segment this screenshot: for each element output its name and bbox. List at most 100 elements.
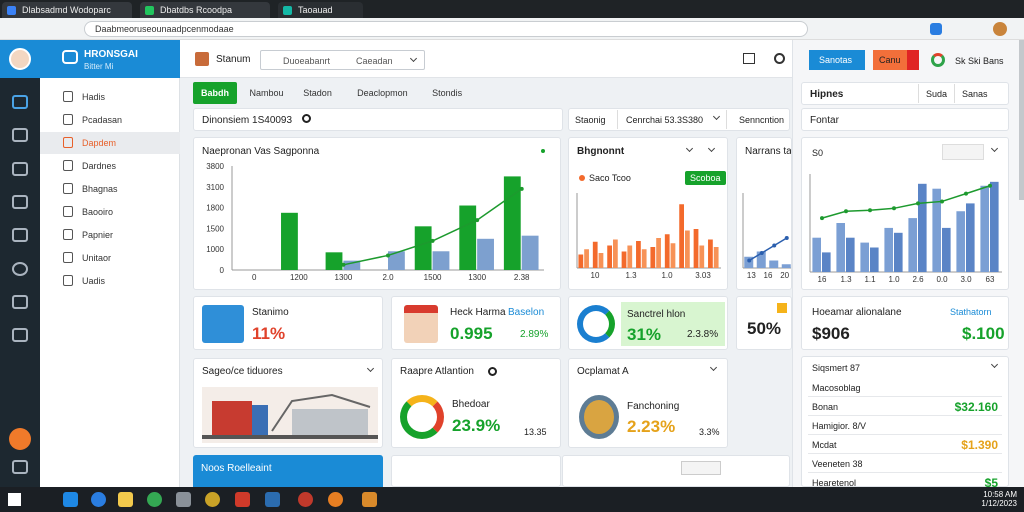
avatar[interactable]	[9, 48, 31, 70]
rail-icon[interactable]	[12, 95, 28, 109]
button[interactable]: Canu	[873, 50, 919, 70]
bar	[521, 235, 539, 270]
menu-item[interactable]: Baooiro	[40, 201, 180, 223]
taskbar-app[interactable]	[328, 492, 343, 507]
dropdown-label[interactable]: Staonig	[575, 115, 606, 125]
x-tick-label: 16	[818, 275, 827, 284]
bar	[685, 230, 690, 268]
dropdown-label[interactable]: Senncntion	[739, 115, 785, 125]
tab[interactable]: Stondis	[432, 88, 463, 98]
chart: 16 1.3 1.1 1.0 2.6 0.0 3.0 63	[809, 174, 1002, 284]
tab[interactable]: Deaclopmon	[357, 88, 408, 98]
start-button[interactable]	[8, 493, 21, 506]
rail-icon[interactable]	[12, 460, 28, 474]
taskbar-app[interactable]	[265, 492, 280, 507]
chevron[interactable]	[709, 363, 718, 372]
taskbar-app[interactable]	[147, 492, 162, 507]
kpi-card: Heck Harma Baselon 0.995 2.89%	[391, 296, 561, 350]
rail-icon[interactable]	[12, 295, 28, 309]
rail-icon[interactable]	[12, 195, 28, 209]
taskbar-app[interactable]	[176, 492, 191, 507]
card-title: Noos Roelleaint	[201, 463, 272, 474]
separator	[808, 434, 1002, 435]
line-point	[772, 243, 777, 248]
chevron	[409, 54, 418, 63]
chevron[interactable]	[707, 144, 716, 153]
menu-item[interactable]: Hadis	[40, 86, 180, 108]
rail-icon[interactable]	[12, 228, 28, 242]
bar	[281, 212, 298, 270]
kpi-illustration	[404, 305, 438, 343]
x-tick-label: 1500	[424, 273, 442, 282]
bar	[966, 203, 975, 272]
card-label: Fanchoning	[627, 401, 680, 412]
menu-item[interactable]: Papnier	[40, 224, 180, 246]
settings-icon[interactable]	[774, 53, 785, 64]
taskbar-app[interactable]	[362, 492, 377, 507]
line-point	[784, 236, 789, 240]
browser-tab[interactable]: Dlabsadmd Wodoparc	[2, 2, 132, 18]
tab-label: Dbatdbs Rcoodpa	[160, 5, 233, 15]
kpi-value: 0.995	[450, 324, 493, 343]
taskbar-app[interactable]	[118, 492, 133, 507]
bar	[627, 245, 633, 268]
option[interactable]: Suda	[918, 84, 954, 103]
rail-icon[interactable]	[12, 262, 28, 276]
rail-icon[interactable]	[12, 328, 28, 342]
bar	[584, 249, 589, 268]
bar	[578, 254, 584, 268]
input[interactable]	[942, 144, 984, 160]
tab[interactable]: Stadon	[303, 88, 332, 98]
bar	[932, 188, 941, 272]
line-point	[430, 238, 435, 243]
bar	[870, 247, 879, 272]
kpi-card: Hoeamar alionalane Stathatorn $906 $.100	[801, 296, 1009, 350]
toolbar-icon[interactable]	[743, 53, 755, 64]
tab[interactable]: Nambou	[249, 88, 284, 98]
kpi-tag: Stathatorn	[950, 307, 992, 317]
menu-item[interactable]: Unitaor	[40, 247, 180, 269]
menu-item[interactable]: Uadis	[40, 270, 180, 292]
card-title: Raapre Atlantion	[400, 366, 474, 377]
chevron[interactable]	[990, 360, 999, 369]
profile-icon[interactable]	[993, 22, 1007, 36]
menu-icon	[63, 114, 73, 125]
chevron[interactable]	[990, 144, 999, 153]
rail-action[interactable]	[9, 428, 31, 450]
chart-card: S0 16 1.3 1.1 1.0 2.6 0.0 3.0 63	[801, 137, 1009, 290]
taskbar-app[interactable]	[91, 492, 106, 507]
browser-tab[interactable]: Taoauad	[278, 2, 363, 18]
dropdown[interactable]: Cenrchai 53.3S380	[617, 110, 727, 129]
menu-item[interactable]: Dapdem	[40, 132, 180, 154]
taskbar-app[interactable]	[63, 492, 78, 507]
menu-item[interactable]: Pcadasan	[40, 109, 180, 131]
status-dot	[541, 149, 545, 153]
kpi-illustration	[202, 305, 244, 343]
taskbar-app[interactable]	[205, 492, 220, 507]
input[interactable]	[681, 461, 721, 475]
bar	[781, 264, 791, 268]
taskbar-app[interactable]	[235, 492, 250, 507]
tab[interactable]: Babdh	[193, 82, 237, 104]
search-box[interactable]: Duoeabanrt Caeadan	[260, 50, 425, 70]
option[interactable]: Sanas	[954, 84, 1008, 103]
url-field[interactable]: Daabmeoruseounaadpcenmodaae	[84, 21, 808, 37]
list-value: $5	[984, 476, 998, 490]
menu-item[interactable]: Bhagnas	[40, 178, 180, 200]
browser-tab[interactable]: Dbatdbs Rcoodpa	[140, 2, 270, 18]
chevron[interactable]	[685, 144, 694, 153]
taskbar-app[interactable]	[298, 492, 313, 507]
scrollbar[interactable]	[1019, 40, 1024, 200]
kpi-value: 31%	[627, 325, 662, 344]
chart-card: Naepronan Vas Sagponna 3800 3100 1800 1500 1…	[193, 137, 561, 290]
menu-item[interactable]: Dardnes	[40, 155, 180, 177]
kpi-illustration	[577, 305, 615, 343]
chevron[interactable]	[366, 364, 375, 373]
rail-icon[interactable]	[12, 162, 28, 176]
button[interactable]: Sanotas	[809, 50, 865, 70]
menu-icon	[63, 91, 73, 102]
illustration	[202, 387, 378, 443]
kpi-value: $.100	[962, 324, 1005, 343]
extension-icon[interactable]	[930, 23, 942, 35]
rail-icon[interactable]	[12, 128, 28, 142]
